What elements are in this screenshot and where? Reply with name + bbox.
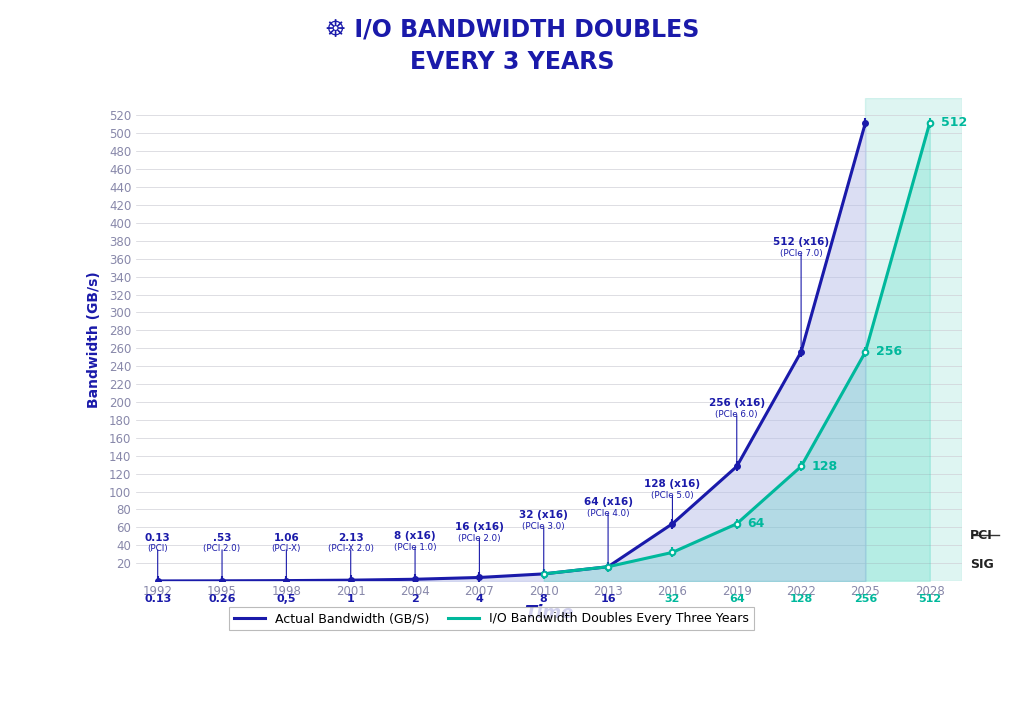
Text: 256: 256 (854, 594, 878, 604)
Text: (PCI-X 2.0): (PCI-X 2.0) (328, 544, 374, 554)
Text: (PCIe 1.0): (PCIe 1.0) (394, 543, 436, 551)
Text: 0,5: 0,5 (276, 594, 296, 604)
Text: 4: 4 (475, 594, 483, 604)
Text: 0.13: 0.13 (144, 533, 171, 543)
Text: 0.26: 0.26 (208, 594, 236, 604)
Text: 512: 512 (940, 116, 967, 129)
Text: 1: 1 (347, 594, 354, 604)
Text: 16: 16 (600, 594, 615, 604)
Text: 16 (x16): 16 (x16) (455, 522, 504, 532)
Text: 0.13: 0.13 (144, 594, 171, 604)
Text: 2: 2 (412, 594, 419, 604)
Text: EVERY 3 YEARS: EVERY 3 YEARS (410, 50, 614, 74)
Text: 128: 128 (812, 460, 838, 473)
Text: 8 (x16): 8 (x16) (394, 531, 436, 541)
Text: 8: 8 (540, 594, 548, 604)
Text: (PCIe 3.0): (PCIe 3.0) (522, 522, 565, 531)
Text: .53: .53 (213, 533, 231, 543)
Text: (PCIe 4.0): (PCIe 4.0) (587, 508, 630, 518)
Text: (PCIe 6.0): (PCIe 6.0) (716, 410, 758, 419)
Text: (PCI-X): (PCI-X) (271, 544, 301, 554)
Text: 256: 256 (877, 345, 902, 358)
Text: ☸ I/O BANDWIDTH DOUBLES: ☸ I/O BANDWIDTH DOUBLES (325, 18, 699, 42)
Text: (PCI 2.0): (PCI 2.0) (204, 544, 241, 554)
Text: 128: 128 (790, 594, 813, 604)
Text: 256 (x16): 256 (x16) (709, 398, 765, 409)
Text: 64: 64 (748, 517, 765, 531)
Text: 64: 64 (729, 594, 744, 604)
Text: 64 (x16): 64 (x16) (584, 497, 633, 507)
Text: SIG: SIG (970, 559, 994, 572)
Text: (PCIe 5.0): (PCIe 5.0) (651, 490, 694, 500)
Text: 512 (x16): 512 (x16) (773, 237, 829, 247)
Text: 32 (x16): 32 (x16) (519, 510, 568, 520)
X-axis label: Time: Time (524, 604, 573, 622)
Bar (865, 98, 962, 581)
Text: PCI: PCI (970, 529, 993, 542)
Y-axis label: Bandwidth (GB/s): Bandwidth (GB/s) (87, 271, 100, 408)
Text: (PCIe 2.0): (PCIe 2.0) (458, 533, 501, 543)
Text: (PCIe 7.0): (PCIe 7.0) (779, 249, 822, 258)
Text: 2.13: 2.13 (338, 533, 364, 543)
Text: 512: 512 (919, 594, 941, 604)
Text: 32: 32 (665, 594, 680, 604)
Text: 1.06: 1.06 (273, 533, 299, 543)
Legend: Actual Bandwidth (GB/S), I/O Bandwidth Doubles Every Three Years: Actual Bandwidth (GB/S), I/O Bandwidth D… (228, 607, 754, 630)
Text: (PCI): (PCI) (147, 544, 168, 554)
Text: 128 (x16): 128 (x16) (644, 479, 700, 489)
